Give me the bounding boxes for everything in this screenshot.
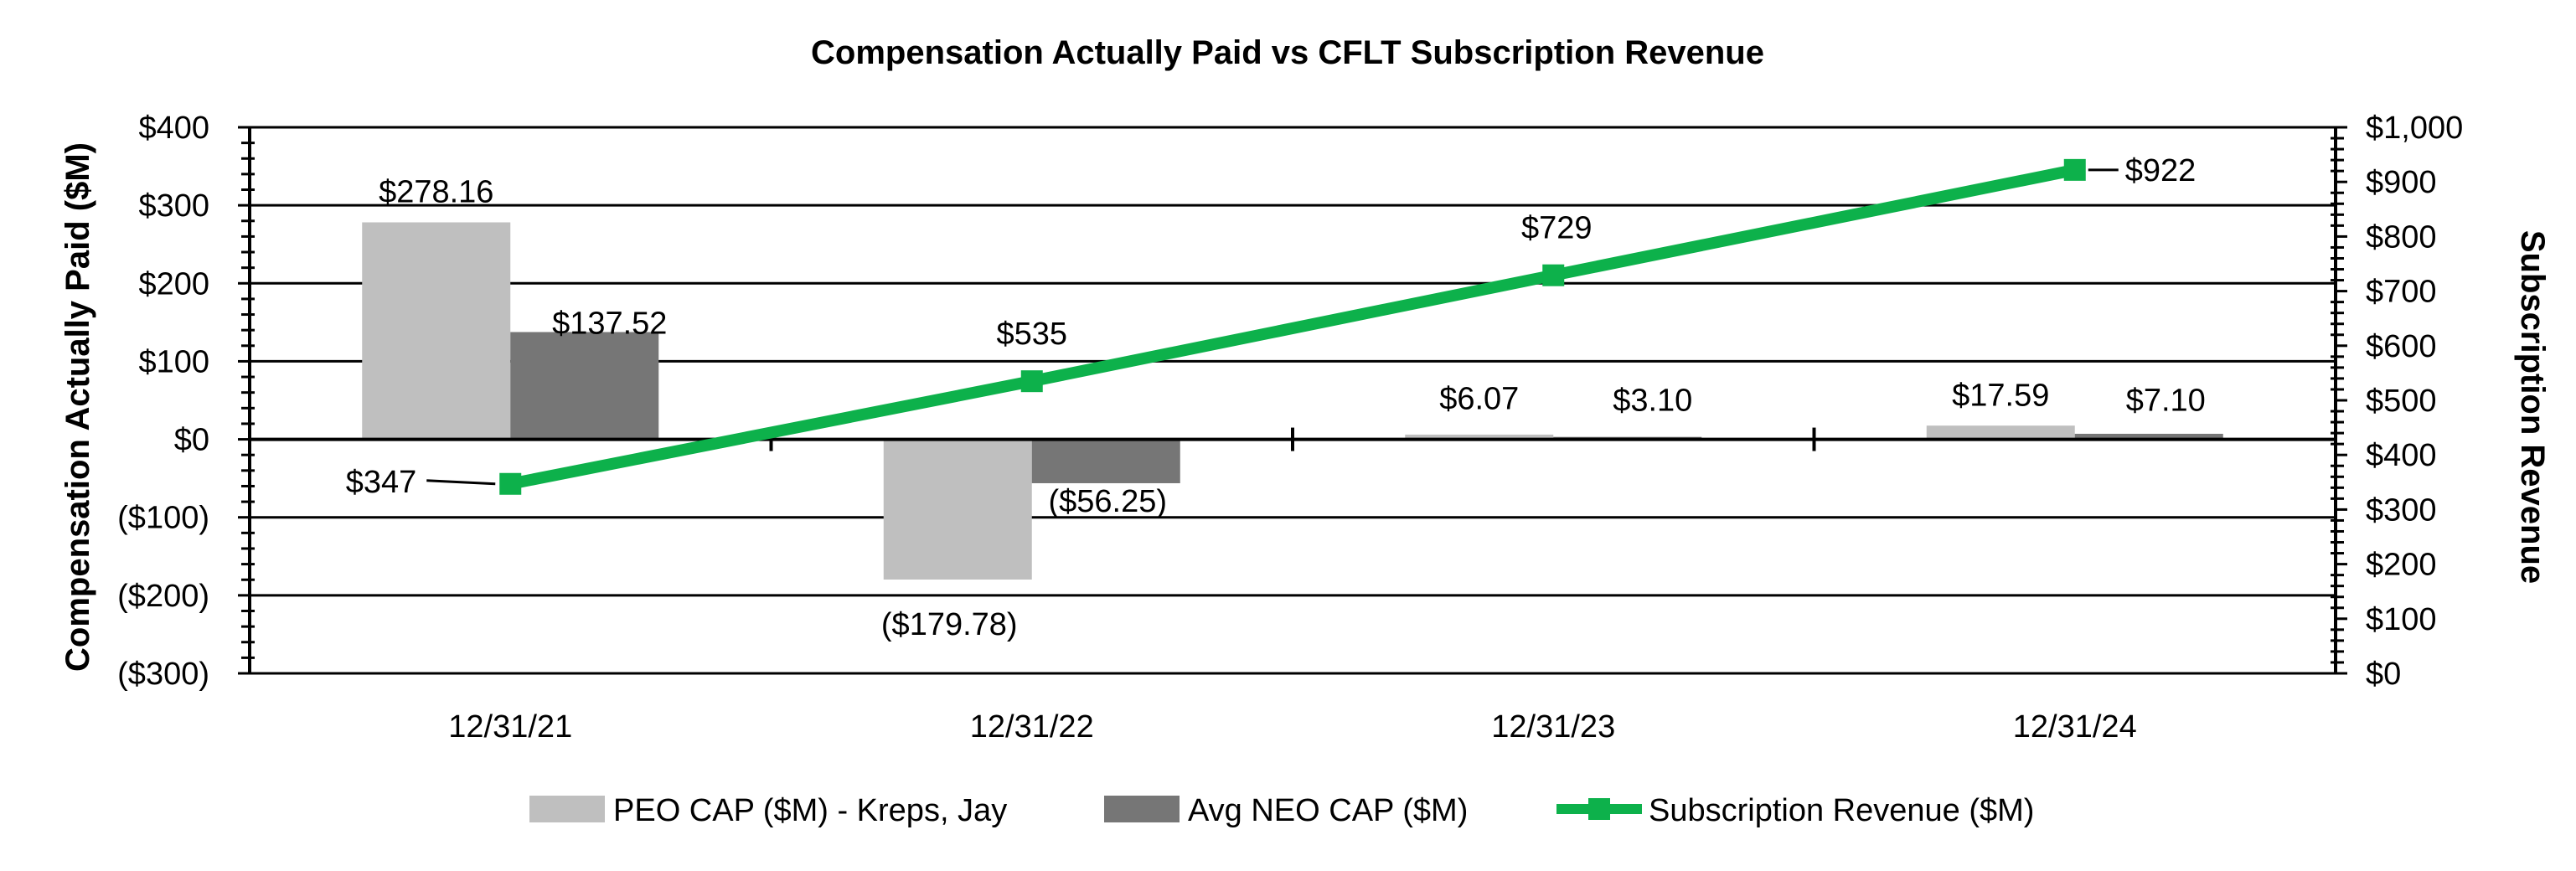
left-tick-label: $300 (138, 188, 209, 224)
category-label: 12/31/22 (970, 709, 1094, 745)
right-tick-label: $1,000 (2366, 111, 2463, 146)
legend-marker (1588, 798, 1610, 820)
peo-cap-data-label: $17.59 (1952, 379, 2049, 414)
legend-item-subscription-revenue: Subscription Revenue ($M) (1556, 793, 2034, 828)
peo-cap-bar (1405, 434, 1554, 440)
subscription-revenue-data-label: $535 (996, 317, 1067, 352)
right-tick-label: $700 (2366, 275, 2437, 310)
right-tick-label: $600 (2366, 329, 2437, 364)
subscription-revenue-data-label: $347 (346, 465, 417, 500)
axes: $400 $300 $200 $100 $0 ($100) ($200) ($300) $1,0… (117, 111, 2463, 745)
right-tick-label: $900 (2366, 165, 2437, 200)
right-tick-label: $300 (2366, 492, 2437, 528)
left-axis-title: Compensation Actually Paid ($M) (59, 142, 96, 672)
peo-cap-data-label: $278.16 (379, 174, 493, 209)
peo-cap-bar (362, 222, 511, 440)
right-tick-label: $400 (2366, 438, 2437, 473)
right-tick-label: $100 (2366, 602, 2437, 637)
data-labels: $278.16 ($179.78) $6.07 $17.59 $137.52 ($56.2… (346, 153, 2206, 642)
subscription-revenue-line (508, 163, 2077, 490)
subscription-revenue-marker (2063, 158, 2086, 181)
left-tick-label: ($200) (117, 579, 209, 614)
right-tick-label: $200 (2366, 548, 2437, 583)
left-tick-label: $100 (138, 344, 209, 379)
subscription-revenue-data-label: $922 (2125, 153, 2197, 188)
data-label-leader-line (426, 479, 496, 486)
subscription-revenue-data-label: $729 (1521, 211, 1593, 246)
left-tick-label: ($100) (117, 501, 209, 536)
neo-cap-bar (2074, 433, 2223, 440)
subscription-revenue-marker (499, 472, 522, 495)
neo-cap-bar (510, 332, 659, 440)
bars (362, 222, 2223, 580)
peo-cap-data-label: $6.07 (1439, 382, 1519, 417)
chart-title: Compensation Actually Paid vs CFLT Subsc… (811, 34, 1764, 71)
neo-cap-data-label: $7.10 (2126, 384, 2206, 419)
neo-cap-bar (1031, 439, 1180, 483)
revenue-line (499, 158, 2086, 495)
subscription-revenue-marker (1542, 264, 1565, 286)
neo-cap-data-label: ($56.25) (1048, 484, 1167, 519)
peo-cap-data-label: ($179.78) (881, 607, 1018, 642)
left-tick-label: $200 (138, 266, 209, 302)
left-tick-label: $0 (174, 423, 209, 458)
neo-cap-data-label: $3.10 (1613, 384, 1692, 419)
legend-swatch (1104, 796, 1180, 822)
category-label: 12/31/21 (448, 709, 572, 745)
subscription-revenue-marker (1020, 370, 1043, 393)
left-tick-label: ($300) (117, 657, 209, 692)
neo-cap-data-label: $137.52 (552, 306, 667, 341)
category-label: 12/31/24 (2013, 709, 2137, 745)
right-tick-label: $800 (2366, 219, 2437, 255)
legend-item-neo-cap: Avg NEO CAP ($M) (1104, 793, 1468, 828)
right-tick-label: $500 (2366, 384, 2437, 419)
legend-swatch (529, 796, 605, 822)
legend: PEO CAP ($M) - Kreps, Jay Avg NEO CAP ($M… (529, 793, 2034, 828)
right-tick-label: $0 (2366, 657, 2401, 692)
peo-cap-bar (883, 439, 1032, 580)
peo-cap-bar (1926, 425, 2075, 440)
legend-item-peo-cap: PEO CAP ($M) - Kreps, Jay (529, 793, 1007, 828)
category-label: 12/31/23 (1491, 709, 1615, 745)
legend-label: Avg NEO CAP ($M) (1188, 793, 1468, 828)
legend-label: PEO CAP ($M) - Kreps, Jay (613, 793, 1007, 828)
left-tick-label: $400 (138, 111, 209, 146)
right-axis-title: Subscription Revenue (2514, 230, 2551, 584)
legend-label: Subscription Revenue ($M) (1649, 793, 2034, 828)
